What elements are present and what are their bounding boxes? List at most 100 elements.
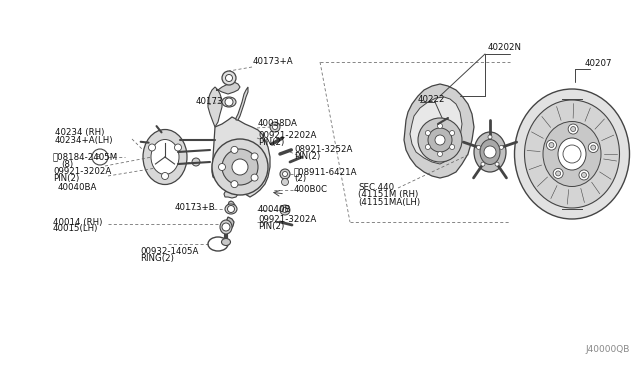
- Circle shape: [547, 140, 556, 150]
- Text: 00921-2202A: 00921-2202A: [258, 131, 316, 140]
- Text: (2): (2): [294, 174, 306, 183]
- Circle shape: [227, 205, 234, 212]
- Circle shape: [218, 164, 225, 170]
- Circle shape: [251, 153, 258, 160]
- Text: 40207: 40207: [585, 60, 612, 68]
- Text: 40222: 40222: [418, 96, 445, 105]
- Text: PIN(2): PIN(2): [258, 138, 284, 147]
- Polygon shape: [404, 84, 474, 178]
- Ellipse shape: [480, 140, 500, 164]
- Text: (41151MA(LH): (41151MA(LH): [358, 199, 420, 208]
- Circle shape: [418, 118, 462, 162]
- Circle shape: [477, 145, 481, 150]
- Ellipse shape: [558, 138, 586, 170]
- Circle shape: [92, 149, 108, 165]
- Circle shape: [161, 173, 168, 180]
- Text: 09921-3202A: 09921-3202A: [258, 215, 316, 224]
- Circle shape: [270, 122, 280, 132]
- Polygon shape: [410, 97, 462, 164]
- Text: 40038DA: 40038DA: [258, 119, 298, 128]
- Text: B: B: [95, 154, 100, 160]
- Ellipse shape: [474, 132, 506, 172]
- Circle shape: [553, 169, 563, 179]
- Text: 40015(LH): 40015(LH): [53, 224, 99, 234]
- Circle shape: [222, 71, 236, 85]
- Polygon shape: [226, 217, 234, 229]
- Text: ⒲08184-2405M: ⒲08184-2405M: [53, 153, 118, 161]
- Circle shape: [481, 162, 485, 166]
- Text: 00932-1405A: 00932-1405A: [140, 247, 198, 257]
- Ellipse shape: [543, 122, 601, 186]
- Circle shape: [450, 144, 454, 150]
- Circle shape: [175, 144, 182, 151]
- Circle shape: [282, 171, 287, 176]
- Text: J40000QB: J40000QB: [586, 345, 630, 354]
- Circle shape: [571, 126, 575, 132]
- Text: PIN(2): PIN(2): [258, 222, 284, 231]
- Circle shape: [282, 179, 289, 186]
- Text: 400B0C: 400B0C: [294, 186, 328, 195]
- Circle shape: [438, 151, 442, 157]
- Circle shape: [225, 74, 232, 81]
- Text: 08921-3252A: 08921-3252A: [294, 145, 353, 154]
- Ellipse shape: [225, 204, 237, 214]
- Text: Ⓞ08911-6421A: Ⓞ08911-6421A: [294, 167, 358, 176]
- Ellipse shape: [221, 238, 230, 246]
- Text: 40234 (RH): 40234 (RH): [55, 128, 104, 137]
- Circle shape: [591, 145, 596, 150]
- Text: (41151M (RH): (41151M (RH): [358, 190, 419, 199]
- Text: 40040B: 40040B: [258, 205, 291, 214]
- Circle shape: [148, 144, 156, 151]
- Circle shape: [426, 144, 430, 150]
- Circle shape: [428, 128, 452, 152]
- Text: 40014 (RH): 40014 (RH): [53, 218, 102, 227]
- Polygon shape: [216, 82, 240, 94]
- Circle shape: [280, 205, 290, 215]
- Circle shape: [225, 98, 233, 106]
- Ellipse shape: [151, 140, 179, 174]
- Circle shape: [282, 208, 287, 212]
- Polygon shape: [224, 189, 238, 198]
- Polygon shape: [236, 87, 248, 120]
- Circle shape: [563, 145, 581, 163]
- Polygon shape: [228, 201, 235, 209]
- Ellipse shape: [222, 97, 236, 107]
- Text: (8): (8): [61, 160, 73, 170]
- Circle shape: [231, 181, 238, 187]
- Circle shape: [280, 169, 290, 179]
- Circle shape: [426, 131, 430, 135]
- Circle shape: [488, 135, 492, 139]
- Circle shape: [273, 125, 278, 129]
- Circle shape: [484, 146, 496, 158]
- Text: 09921-3202A: 09921-3202A: [53, 167, 111, 176]
- Text: PIN(2): PIN(2): [294, 153, 320, 161]
- Circle shape: [556, 171, 561, 176]
- Circle shape: [435, 135, 445, 145]
- Circle shape: [222, 223, 230, 231]
- Circle shape: [499, 145, 504, 150]
- Circle shape: [222, 149, 258, 185]
- Ellipse shape: [515, 89, 630, 219]
- Text: 40234+A(LH): 40234+A(LH): [55, 135, 113, 144]
- Circle shape: [438, 124, 442, 128]
- Circle shape: [231, 146, 238, 153]
- Text: 40173+B: 40173+B: [175, 202, 216, 212]
- Circle shape: [549, 142, 554, 148]
- Circle shape: [582, 173, 586, 177]
- Text: 40202N: 40202N: [488, 42, 522, 51]
- Circle shape: [588, 142, 598, 153]
- Ellipse shape: [525, 100, 620, 208]
- Circle shape: [495, 162, 499, 166]
- Text: RING(2): RING(2): [140, 254, 174, 263]
- Circle shape: [568, 124, 578, 134]
- Text: 40173: 40173: [196, 97, 223, 106]
- Circle shape: [232, 159, 248, 175]
- Circle shape: [212, 139, 268, 195]
- Ellipse shape: [220, 220, 232, 234]
- Polygon shape: [212, 117, 270, 197]
- Text: 40173+A: 40173+A: [253, 58, 294, 67]
- Polygon shape: [208, 87, 222, 127]
- Text: PIN(2): PIN(2): [53, 174, 79, 183]
- Ellipse shape: [143, 129, 187, 185]
- Circle shape: [251, 174, 258, 181]
